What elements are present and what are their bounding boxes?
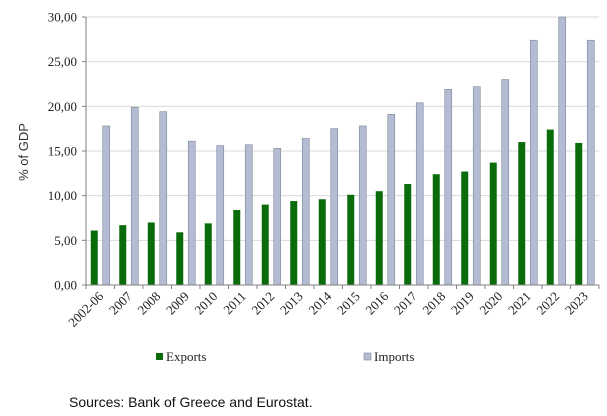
x-tick-label-2018: 2018 xyxy=(419,289,448,318)
bar-imports-2014 xyxy=(330,128,339,286)
bar-exports-2012 xyxy=(261,204,269,285)
x-tick-label-2017: 2017 xyxy=(391,288,420,317)
y-tick-label: 10,00 xyxy=(48,188,77,203)
bar-imports-2002-06 xyxy=(102,125,111,286)
bar-exports-2010 xyxy=(204,223,212,285)
y-tick-label: 15,00 xyxy=(48,144,77,159)
bar-imports-2010 xyxy=(216,145,225,286)
bar-imports-2016 xyxy=(387,114,396,286)
legend-swatch xyxy=(363,352,372,361)
y-tick-label: 30,00 xyxy=(48,10,77,25)
legend-item-exports: Exports xyxy=(156,349,206,364)
x-tick-label-2013: 2013 xyxy=(277,289,306,318)
y-axis-title: % of GDP xyxy=(16,123,31,181)
bar-imports-2019 xyxy=(472,86,481,286)
y-tick-label: 0,00 xyxy=(54,278,77,293)
x-tick-label-2012: 2012 xyxy=(248,289,277,318)
bar-exports-2014 xyxy=(318,199,326,285)
bar-chart: 0,00 5,00 10,00 15,00 20,00 25,00 30,00 2002-0… xyxy=(16,10,600,364)
x-tick-label-2014: 2014 xyxy=(305,288,334,317)
bar-imports-2011 xyxy=(244,144,253,286)
bar-imports-2009 xyxy=(187,140,196,286)
x-tick-label-2019: 2019 xyxy=(448,289,477,318)
bar-imports-2020 xyxy=(501,79,510,286)
legend-item-imports: Imports xyxy=(363,349,414,364)
bar-imports-2013 xyxy=(301,138,310,286)
bar-exports-2009 xyxy=(176,232,184,285)
x-tick-label-2020: 2020 xyxy=(476,289,505,318)
bar-exports-2007 xyxy=(119,225,127,285)
bar-exports-2020 xyxy=(489,162,497,285)
bar-exports-2023 xyxy=(575,142,583,285)
x-tick-label-2022: 2022 xyxy=(533,289,562,318)
bar-imports-2023 xyxy=(586,39,595,286)
x-tick-label-2008: 2008 xyxy=(134,289,163,318)
bar-exports-2021 xyxy=(518,142,526,285)
bar-imports-2022 xyxy=(558,16,567,286)
bar-exports-2017 xyxy=(404,184,412,285)
y-tick-labels: 0,00 5,00 10,00 15,00 20,00 25,00 30,00 xyxy=(48,10,77,293)
x-tick-label-2007: 2007 xyxy=(106,288,135,317)
bar-exports-2015 xyxy=(347,194,355,285)
source-note: Sources: Bank of Greece and Eurostat. xyxy=(69,394,313,410)
bar-imports-2007 xyxy=(130,106,139,286)
legend-swatch xyxy=(156,353,163,360)
bar-imports-2018 xyxy=(444,89,453,286)
bar-exports-2019 xyxy=(461,171,469,285)
bar-imports-2017 xyxy=(415,102,424,286)
axes xyxy=(82,16,600,289)
bar-exports-2013 xyxy=(290,201,298,285)
legend-label: Exports xyxy=(166,349,206,364)
legend: Exports Imports xyxy=(156,349,414,364)
x-tick-label-2011: 2011 xyxy=(220,289,249,318)
bar-exports-2008 xyxy=(147,222,155,285)
bar-imports-2021 xyxy=(529,39,538,286)
bar-exports-2002-06 xyxy=(90,230,98,285)
x-tick-label-2010: 2010 xyxy=(191,289,220,318)
x-tick-label-2021: 2021 xyxy=(505,289,534,318)
y-tick-label: 5,00 xyxy=(54,233,77,248)
y-tick-label: 20,00 xyxy=(48,99,77,114)
y-tick-label: 25,00 xyxy=(48,54,77,69)
x-tick-label-2016: 2016 xyxy=(362,288,391,317)
bar-imports-2015 xyxy=(358,125,367,286)
gridlines xyxy=(86,16,599,241)
bar-exports-2018 xyxy=(432,174,440,285)
x-tick-label-2002-06: 2002-06 xyxy=(65,288,107,330)
bar-exports-2011 xyxy=(233,209,241,285)
bar-exports-2016 xyxy=(375,191,383,285)
x-tick-label-2015: 2015 xyxy=(334,289,363,318)
x-tick-labels: 2002-06 2007 2008 2009 2010 2011 2012 2013 2014 2… xyxy=(65,288,591,330)
bar-imports-2008 xyxy=(159,111,168,286)
bar-exports-2022 xyxy=(546,129,554,285)
x-tick-label-2009: 2009 xyxy=(163,289,192,318)
bars xyxy=(90,16,595,286)
legend-label: Imports xyxy=(374,349,414,364)
x-tick-label-2023: 2023 xyxy=(562,289,591,318)
bar-imports-2012 xyxy=(273,148,282,286)
